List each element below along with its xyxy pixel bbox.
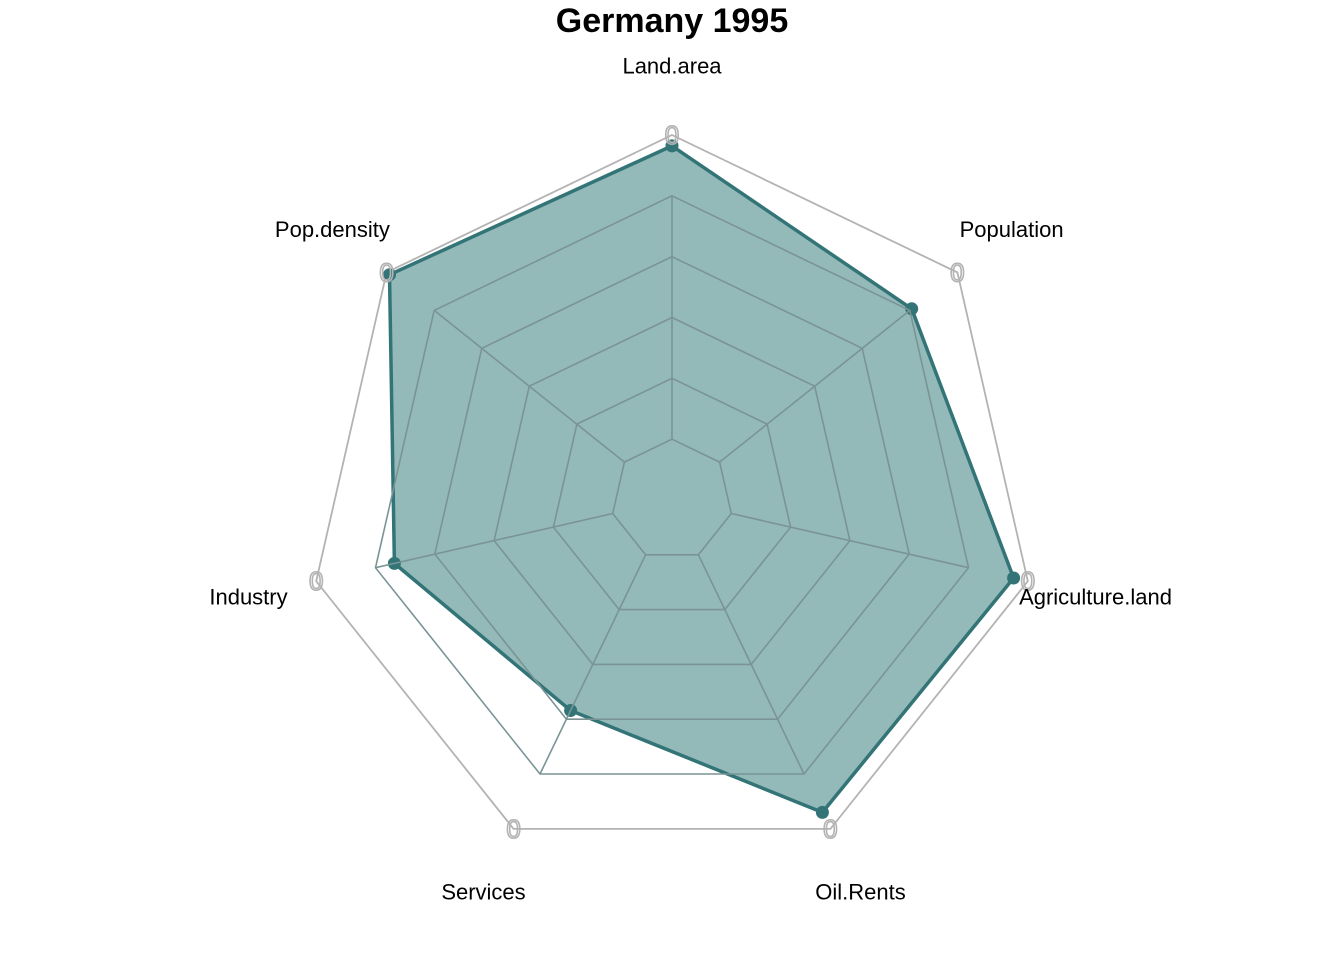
label-layer: Land.area Population Agriculture.land Oil.R… xyxy=(209,54,1172,905)
grid-spoke xyxy=(433,309,625,463)
axis-label-oil-rents: Oil.Rents xyxy=(815,879,905,904)
data-point-pop-density xyxy=(383,268,396,282)
outer-ring xyxy=(315,134,1029,830)
axis-label-agriculture-land: Agriculture.land xyxy=(1019,585,1172,610)
grid-spoke xyxy=(375,512,613,569)
axis-label-services: Services xyxy=(441,879,525,904)
tick-label: 0 xyxy=(379,257,393,287)
grid-ring xyxy=(611,438,733,556)
grid-ring xyxy=(493,316,851,666)
axis-label-land-area: Land.area xyxy=(622,54,722,79)
data-point-land-area xyxy=(665,139,679,153)
series-area xyxy=(387,144,1016,815)
tick-label: 0 xyxy=(950,257,964,287)
axis-label-population: Population xyxy=(960,217,1064,242)
grid-ring xyxy=(374,194,970,775)
outer-ring-layer xyxy=(315,134,1029,830)
tick-layer: 0 0 0 0 0 0 0 xyxy=(308,119,1036,845)
grid-spoke xyxy=(731,512,969,569)
series-layer xyxy=(383,139,1021,819)
axis-label-pop-density: Pop.density xyxy=(275,217,390,242)
grid-spoke xyxy=(719,309,911,463)
chart-title: Germany 1995 xyxy=(555,2,789,40)
tick-label: 0 xyxy=(506,814,520,844)
grid-spoke xyxy=(697,554,805,775)
tick-label: 0 xyxy=(823,814,837,844)
tick-label: 0 xyxy=(309,566,323,596)
grid-ring xyxy=(433,255,911,721)
axis-label-industry: Industry xyxy=(209,585,287,610)
data-point-agriculture-land xyxy=(1007,571,1021,585)
data-point-oil-rents xyxy=(815,805,829,819)
tick-label: 0 xyxy=(1021,566,1035,596)
grid-layer xyxy=(374,194,970,775)
grid-ring xyxy=(552,377,792,611)
tick-label: 0 xyxy=(665,120,679,150)
grid-spoke xyxy=(539,554,647,775)
